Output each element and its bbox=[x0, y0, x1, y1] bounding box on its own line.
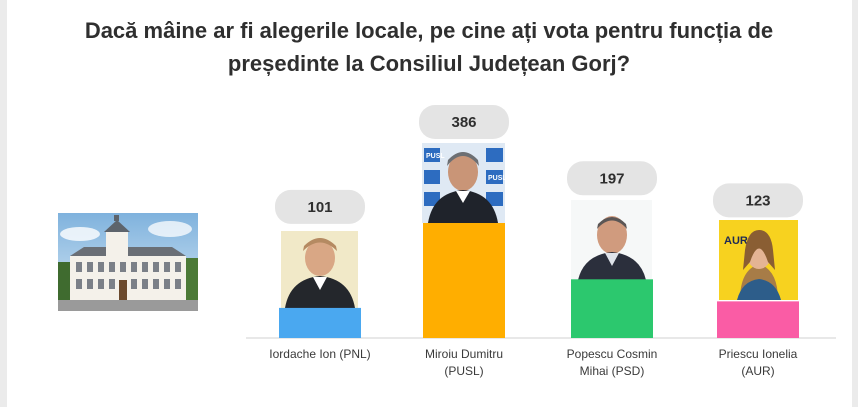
svg-text:AUR: AUR bbox=[724, 235, 748, 247]
candidate-photo-miroiu: PUSL PUSL bbox=[422, 143, 507, 223]
bar-2 bbox=[423, 223, 505, 338]
candidate-photo-iordache bbox=[278, 228, 360, 308]
candidate-photo-popescu bbox=[571, 200, 652, 280]
pusl-logo-text: PUSL bbox=[488, 175, 507, 182]
value-label-3: 197 bbox=[599, 170, 624, 187]
chart-title-line-2: președinte la Consiliul Județean Gorj? bbox=[227, 51, 631, 76]
value-label-4: 123 bbox=[745, 192, 770, 209]
value-bubble-4 bbox=[713, 183, 803, 218]
council-building-photo bbox=[58, 213, 198, 311]
chart-title-line-1: Dacă mâine ar fi alegerile locale, pe ci… bbox=[84, 18, 774, 43]
bar-4 bbox=[717, 301, 799, 338]
category-label-line: (AUR) bbox=[741, 364, 775, 378]
category-label-4: Priescu Ionelia (AUR) bbox=[683, 346, 833, 380]
category-label-line: Miroiu Dumitru bbox=[424, 347, 503, 361]
value-bubble-3 bbox=[567, 161, 657, 196]
chart-title: Dacă mâine ar fi alegerile locale, pe ci… bbox=[0, 14, 858, 80]
bar-3 bbox=[571, 279, 653, 338]
category-label-2: Miroiu Dumitru (PUSL) bbox=[389, 346, 539, 380]
category-label-line: (PUSL) bbox=[444, 364, 484, 378]
candidate-photo-priescu: AUR bbox=[719, 220, 798, 300]
pusl-logo-text: PUSL bbox=[426, 153, 445, 160]
category-label-3: Popescu Cosmin Mihai (PSD) bbox=[537, 346, 687, 380]
category-label-line: Priescu Ionelia bbox=[718, 347, 798, 361]
bar-1 bbox=[279, 307, 361, 338]
value-bubble-1 bbox=[275, 189, 365, 224]
category-label-1: Iordache Ion (PNL) bbox=[245, 346, 395, 363]
category-label-line: Iordache Ion (PNL) bbox=[269, 347, 371, 361]
category-label-line: Popescu Cosmin bbox=[566, 347, 658, 361]
category-label-line: Mihai (PSD) bbox=[579, 364, 645, 378]
value-label-2: 386 bbox=[451, 114, 476, 131]
value-label-1: 101 bbox=[307, 199, 332, 216]
value-bubble-2 bbox=[419, 105, 509, 139]
